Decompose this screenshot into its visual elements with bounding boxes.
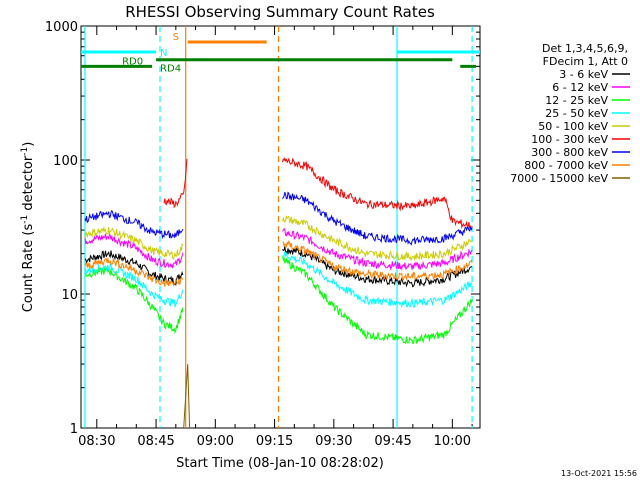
x-tick-labels: 08:30 08:45 09:00 09:15 09:30 09:45 10:00 (78, 434, 471, 449)
y-axis-label-prefix: Count Rate (s (21, 224, 36, 313)
series-line-4 (84, 225, 184, 260)
y-axis-label-mid: detector (21, 155, 36, 215)
legend-label: 300 - 800 keV (531, 146, 608, 159)
series-line-3 (84, 263, 184, 308)
x-tick-label: 09:00 (197, 434, 234, 449)
legend-header: FDecim 1, Att 0 (543, 55, 628, 68)
y-axis-label-suffix: ) (21, 142, 36, 147)
legend-header: Det 1,3,4,5,6,9, (542, 42, 628, 55)
y-tick-label: 1000 (45, 20, 78, 35)
series-line-6 (282, 191, 473, 246)
x-tick-label: 09:15 (256, 434, 293, 449)
instrument-marker-lines (84, 26, 473, 428)
series-line-6 (84, 209, 184, 240)
y-axis-label-sup2: -1 (20, 147, 30, 156)
legend-label: 50 - 100 keV (538, 120, 608, 133)
legend-label: 100 - 300 keV (531, 133, 608, 146)
legend-label: 800 - 7000 keV (524, 159, 608, 172)
y-axis-label-sup1: -1 (20, 215, 30, 224)
series-line-2 (282, 256, 473, 345)
series-line-2 (84, 265, 184, 335)
count-rate-series (84, 156, 473, 429)
flag-label: RD4 (160, 64, 181, 75)
series-line-4 (282, 215, 473, 262)
legend-label: 25 - 50 keV (545, 107, 608, 120)
flag-label: RD0 (122, 56, 143, 67)
chart-title: RHESSI Observing Summary Count Rates (125, 3, 435, 21)
tick-marks (81, 25, 480, 429)
status-flags: NS RD0 RD4 (81, 32, 480, 75)
x-tick-label: 08:45 (137, 434, 174, 449)
y-tick-label: 10 (61, 288, 78, 303)
series-line-7 (282, 240, 473, 281)
y-tick-label: 1 (70, 422, 78, 437)
flag-label: S (173, 32, 179, 43)
y-tick-label: 100 (53, 154, 78, 169)
flag-label: N (160, 48, 167, 59)
legend-label: 3 - 6 keV (559, 68, 608, 81)
x-tick-label: 10:00 (434, 434, 471, 449)
legend: Det 1,3,4,5,6,9,FDecim 1, Att 03 - 6 keV… (510, 42, 630, 185)
series-line-5 (163, 158, 188, 209)
legend-label: 6 - 12 keV (552, 81, 608, 94)
footer-timestamp: 13-Oct-2021 15:56 (561, 469, 637, 478)
x-tick-label: 09:30 (315, 434, 352, 449)
series-line-5 (282, 156, 473, 231)
x-tick-label: 08:30 (78, 434, 115, 449)
legend-label: 12 - 25 keV (545, 94, 608, 107)
legend-label: 7000 - 15000 keV (510, 172, 608, 185)
y-axis-label: Count Rate (s-1 detector-1) (20, 142, 36, 313)
x-tick-label: 09:45 (374, 434, 411, 449)
series-line-3 (282, 251, 473, 309)
series-line-8 (183, 364, 191, 429)
y-tick-labels: 1 10 100 1000 (45, 20, 78, 437)
plot-frame (80, 25, 481, 429)
series-line-1 (84, 233, 184, 269)
series-line-1 (282, 227, 473, 271)
series-line-7 (84, 257, 184, 287)
x-axis-label: Start Time (08-Jan-10 08:28:02) (176, 456, 384, 471)
